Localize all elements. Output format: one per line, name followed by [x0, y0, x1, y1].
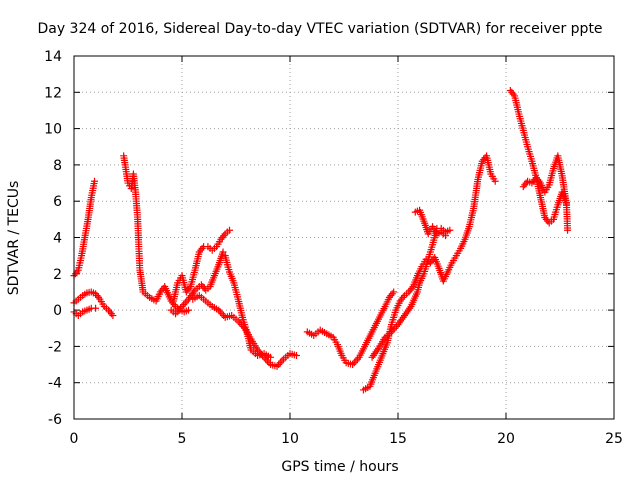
- data-point: [219, 248, 227, 256]
- data-point: [220, 312, 228, 320]
- ticks: 0 5 10 15 20 25 -6 -4 -2 0 2 4 6 8 10 12 14: [44, 49, 623, 447]
- data-point: [292, 351, 300, 359]
- y-tick-label: 10: [44, 122, 62, 138]
- data-point: [446, 226, 454, 234]
- data-point: [263, 357, 271, 365]
- plot-frame: [73, 55, 615, 420]
- data-point: [180, 301, 188, 309]
- y-tick-label: -4: [48, 376, 62, 392]
- x-tick-label: 5: [178, 431, 187, 447]
- data-point: [562, 201, 570, 209]
- data-point: [226, 226, 234, 234]
- data-point: [92, 304, 100, 312]
- x-tick-label: 15: [389, 431, 407, 447]
- data-point: [181, 299, 189, 307]
- y-tick-label: 2: [53, 267, 62, 283]
- data-point: [184, 306, 192, 314]
- data-point: [275, 361, 283, 369]
- y-axis-label: SDTVAR / TECUs: [6, 181, 22, 296]
- data-point: [491, 177, 499, 185]
- y-tick-label: -6: [48, 412, 62, 428]
- data-point: [564, 226, 572, 234]
- x-tick-label: 0: [70, 431, 79, 447]
- data-point: [109, 312, 117, 320]
- y-tick-label: 0: [53, 303, 62, 319]
- x-tick-label: 20: [497, 431, 515, 447]
- x-tick-label: 10: [281, 431, 299, 447]
- y-tick-label: 14: [44, 49, 62, 65]
- y-tick-label: 6: [53, 194, 62, 210]
- y-tick-label: 4: [53, 231, 62, 247]
- y-tick-label: 12: [44, 85, 62, 101]
- data-point: [350, 359, 358, 367]
- data-point: [442, 232, 450, 240]
- data-point: [267, 353, 275, 361]
- data-point: [278, 357, 286, 365]
- x-axis-label: GPS time / hours: [281, 459, 398, 475]
- chart-title: Day 324 of 2016, Sidereal Day-to-day VTE…: [37, 21, 602, 37]
- data-point: [390, 288, 398, 296]
- data-points: [70, 86, 572, 394]
- y-tick-label: 8: [53, 158, 62, 174]
- data-point: [175, 306, 183, 314]
- y-tick-label: -2: [48, 339, 62, 355]
- data-point: [91, 177, 99, 185]
- data-point: [391, 324, 399, 332]
- grid: [74, 56, 614, 419]
- data-point: [257, 350, 265, 358]
- x-tick-label: 25: [605, 431, 623, 447]
